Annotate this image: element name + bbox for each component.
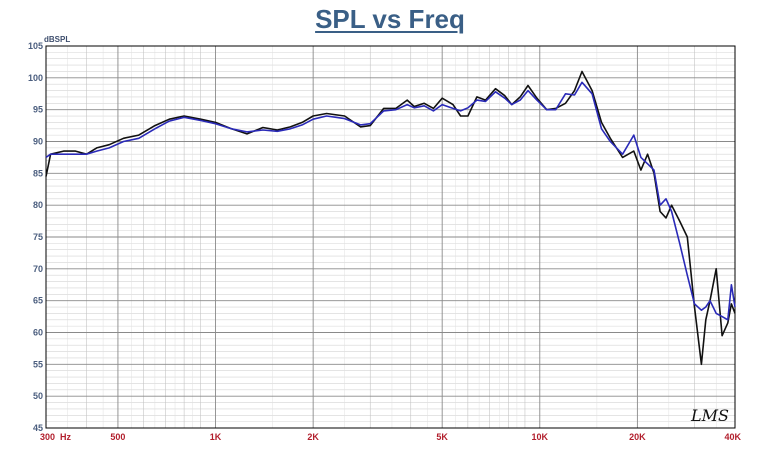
y-tick-label: 55 xyxy=(33,359,43,369)
y-tick-label: 100 xyxy=(28,73,43,83)
y-tick-label: 45 xyxy=(33,423,43,433)
series-line-2 xyxy=(45,81,736,321)
plot-frame xyxy=(45,45,736,429)
series-layer xyxy=(45,70,736,366)
x-tick-labels: 300 Hz 500 1K 2K 5K 10K 20K 40K xyxy=(40,432,741,442)
y-tick-label: 70 xyxy=(33,264,43,274)
y-tick-label: 75 xyxy=(33,232,43,242)
x-tick-label: 300 Hz xyxy=(40,432,72,442)
y-tick-label: 60 xyxy=(33,328,43,338)
x-tick-label: 20K xyxy=(629,432,646,442)
x-tick-label: 5K xyxy=(436,432,448,442)
y-tick-label: 50 xyxy=(33,391,43,401)
y-tick-label: 65 xyxy=(33,296,43,306)
x-tick-label: 10K xyxy=(532,432,549,442)
x-tick-label: 40K xyxy=(724,432,741,442)
watermark-logo: LMS xyxy=(690,406,729,425)
x-tick-label: 2K xyxy=(307,432,319,442)
y-tick-label: 90 xyxy=(33,137,43,147)
y-tick-label: 105 xyxy=(28,41,43,51)
x-tick-label: 500 xyxy=(110,432,125,442)
x-tick-label: 1K xyxy=(210,432,222,442)
series-line-1 xyxy=(45,70,736,366)
y-tick-label: 85 xyxy=(33,168,43,178)
y-tick-label: 95 xyxy=(33,105,43,115)
y-axis-label: dBSPL xyxy=(44,35,70,44)
chart-title: SPL vs Freq xyxy=(315,4,465,34)
y-tick-labels: 45 50 55 60 65 70 75 80 85 90 95 100 105 xyxy=(28,41,43,433)
y-tick-label: 80 xyxy=(33,200,43,210)
